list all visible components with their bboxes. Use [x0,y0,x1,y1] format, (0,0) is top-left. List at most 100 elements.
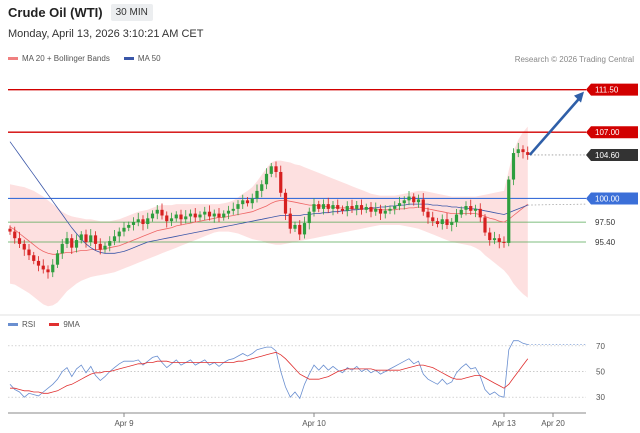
candle-body-44 [217,213,221,218]
interval-badge[interactable]: 30 MIN [110,4,153,21]
price-tag-bg-104.60 [586,148,638,161]
candle-body-104 [502,241,506,243]
candle-body-7 [41,265,45,270]
candle-body-51 [250,198,254,204]
candle-body-92 [445,219,449,225]
candle-body-13 [70,238,74,248]
candle-body-8 [46,269,50,273]
candle-body-16 [84,234,88,242]
candle-body-91 [440,219,444,225]
candle-body-108 [521,149,525,153]
candle-body-95 [459,209,463,215]
candle-body-26 [131,222,136,225]
candle-body-6 [36,260,41,266]
candle-body-67 [326,204,330,209]
price-tag-bg-107.00 [586,126,638,139]
candle-body-17 [89,235,93,242]
candle-body-37 [184,216,188,220]
candle-body-22 [112,236,117,242]
candle-body-43 [212,213,216,217]
candle-body-64 [312,204,316,212]
candle-body-60 [293,224,297,229]
main-legend: MA 20 + Bollinger Bands MA 50 [8,54,161,63]
timestamp: Monday, April 13, 2026 3:10:21 AM CET [8,28,204,40]
legend-label-9ma: 9MA [63,320,80,329]
candle-body-23 [117,231,121,237]
legend-item-bollinger: MA 20 + Bollinger Bands [8,54,110,63]
candle-body-3 [22,243,26,250]
candle-body-73 [355,205,359,209]
price-tag-104.60: 104.60 [595,151,620,160]
legend-item-ma50: MA 50 [123,54,161,63]
x-tick-label-2: Apr 13 [492,419,516,428]
candle-body-30 [150,213,155,219]
candle-body-103 [497,238,501,242]
candle-body-85 [412,196,416,203]
candle-body-90 [435,221,440,225]
candle-body-58 [283,192,288,214]
candle-body-102 [492,238,497,241]
candle-body-109 [526,152,530,155]
x-tick-label-1: Apr 10 [302,419,326,428]
rsi-tick-50: 50 [596,368,605,377]
candle-body-68 [331,205,335,209]
candle-body-40 [198,214,202,218]
candle-body-52 [255,190,259,199]
price-tag-107.00: 107.00 [595,128,620,137]
candle-body-78 [378,208,383,214]
candle-body-29 [146,218,150,225]
ma20-line [9,199,529,255]
candle-body-100 [483,217,487,233]
candle-body-99 [478,208,482,218]
legend-label-rsi: RSI [22,320,36,329]
candle-body-50 [245,200,250,204]
candle-body-98 [473,208,478,211]
price-tag-100.00: 100.00 [595,194,620,203]
candle-body-10 [55,253,60,265]
candle-body-106 [511,153,516,180]
candle-body-19 [98,243,102,250]
candle-body-94 [454,214,459,223]
candle-body-28 [141,219,145,225]
candle-body-71 [345,206,349,211]
candle-body-0 [8,228,12,232]
legend-swatch-bollinger [8,57,18,60]
candle-body-66 [321,204,326,209]
candlesticks [8,142,530,279]
candle-body-46 [226,210,231,214]
bollinger-band [10,126,528,307]
candle-body-55 [269,166,273,174]
legend-label-ma50: MA 50 [137,54,161,63]
candle-body-82 [397,203,402,207]
candle-body-14 [74,240,79,248]
legend-item-rsi: RSI [8,320,35,329]
candle-body-15 [79,234,83,241]
candle-body-38 [188,213,193,217]
x-tick-label-0: Apr 9 [114,419,134,428]
candle-body-21 [108,241,112,246]
candle-body-49 [241,200,245,205]
legend-swatch-rsi [8,323,18,326]
legend-label-bollinger: MA 20 + Bollinger Bands [22,54,110,63]
candle-body-87 [421,199,425,212]
chart-header: Crude Oil (WTI) 30 MIN [8,4,153,21]
candle-body-79 [383,210,387,214]
candle-body-62 [302,223,307,235]
instrument-title: Crude Oil (WTI) [8,5,103,20]
candle-body-4 [27,249,31,256]
candle-body-45 [222,213,226,218]
price-tag-bg-100.00 [586,192,638,205]
price-tag-97.50: 97.50 [595,218,616,227]
candle-body-76 [369,206,373,212]
candle-body-9 [51,264,55,273]
ma-projection-line [527,203,587,206]
candle-body-57 [279,171,283,193]
rsi-line [9,340,528,400]
candle-body-83 [402,200,406,204]
candle-body-41 [203,211,207,215]
candle-body-33 [165,215,169,222]
rsi-legend: RSI 9MA [8,320,80,329]
candle-body-89 [431,217,435,222]
candle-body-18 [93,235,98,244]
